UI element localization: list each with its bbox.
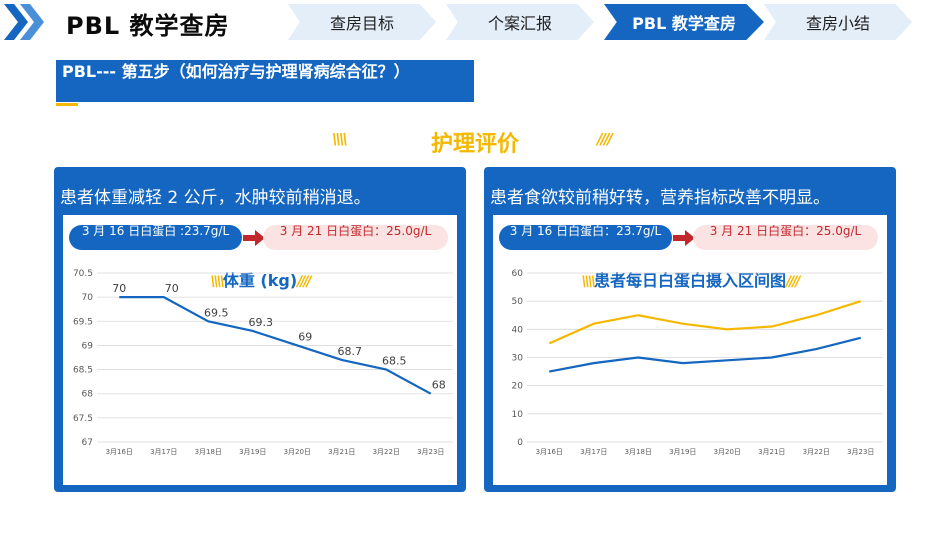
data-label: 68 (432, 379, 446, 392)
x-tick-label: 3月21日 (758, 448, 785, 456)
slash-decoration-right: //// (297, 274, 312, 290)
chart-title-text: 患者每日白蛋白摄入区间图 (593, 271, 786, 290)
header: PBL 教学查房 查房目标 个案汇报 PBL 教学查房 查房小结 (0, 0, 950, 44)
data-label: 70 (112, 282, 126, 295)
y-tick-label: 20 (512, 382, 524, 392)
card-heading: 患者食欲较前稍好转，营养指标改善不明显。 (490, 188, 830, 208)
x-tick-label: 3月22日 (373, 448, 400, 456)
x-tick-label: 3月19日 (669, 448, 696, 456)
x-tick-label: 3月20日 (284, 448, 311, 456)
tab-summary[interactable]: 查房小结 (764, 4, 912, 40)
card-body: 3 月 16 日白蛋白 :23.7g/L 3 月 21 日白蛋白：25.0g/L… (63, 215, 457, 485)
albumin-card: 患者食欲较前稍好转，营养指标改善不明显。 3 月 16 日白蛋白：23.7g/L… (484, 167, 896, 492)
slash-decoration-left: \\\\ (581, 274, 597, 290)
x-tick-label: 3月17日 (150, 448, 177, 456)
albumin-line-chart: 0 10 20 30 40 50 60 3月16日 3月17日 3月18日 3月19日 3月20日 3月… (512, 269, 883, 456)
y-tick-label: 69 (82, 341, 94, 351)
y-tick-label: 67.5 (73, 414, 93, 424)
y-tick-label: 50 (512, 297, 524, 307)
y-tick-label: 68 (82, 390, 94, 400)
x-tick-label: 3月18日 (625, 448, 652, 456)
page-title: PBL 教学查房 (66, 12, 230, 40)
chart-title: \\\\患者每日白蛋白摄入区间图//// (493, 267, 887, 291)
data-label: 68.7 (338, 345, 363, 358)
step-accent-bar (56, 103, 78, 106)
x-tick-label: 3月18日 (195, 448, 222, 456)
section-title: 护理评价 (430, 132, 519, 157)
data-label: 68.5 (382, 355, 407, 368)
data-label: 70 (165, 282, 179, 295)
x-tick-label: 3月19日 (239, 448, 266, 456)
y-tick-label: 67 (82, 438, 93, 448)
slash-decoration-right: //// (786, 274, 801, 290)
x-tick-label: 3月16日 (536, 448, 563, 456)
albumin-before-badge: 3 月 16 日白蛋白 :23.7g/L (69, 225, 242, 250)
chevron-logo-icon (4, 4, 44, 40)
x-tick-label: 3月20日 (714, 448, 741, 456)
data-label: 69.3 (249, 316, 274, 329)
y-tick-label: 40 (512, 325, 524, 335)
slash-decoration-left: \\\\ (332, 130, 348, 148)
weight-line-chart: 67 67.5 68 68.5 69 69.5 70 70.5 3月16日 3月17日 3月18日 3… (73, 269, 453, 456)
x-tick-label: 3月22日 (803, 448, 830, 456)
tab-goals[interactable]: 查房目标 (288, 4, 436, 40)
chart-title: \\\\体重 (kg)//// (63, 267, 457, 291)
card-heading: 患者体重减轻 2 公斤，水肿较前稍消退。 (60, 188, 371, 208)
x-tick-label: 3月23日 (847, 448, 874, 456)
y-tick-label: 70.5 (73, 269, 93, 279)
x-tick-label: 3月17日 (580, 448, 607, 456)
arrow-right-icon (673, 230, 695, 246)
albumin-after-badge: 3 月 21 日白蛋白：25.0g/L (693, 225, 878, 250)
weight-card: 患者体重减轻 2 公斤，水肿较前稍消退。 3 月 16 日白蛋白 :23.7g/… (54, 167, 466, 492)
y-tick-label: 0 (517, 438, 523, 448)
albumin-before-badge: 3 月 16 日白蛋白：23.7g/L (499, 225, 672, 250)
series-line-1 (549, 336, 862, 373)
x-tick-label: 3月21日 (328, 448, 355, 456)
series-line-0 (119, 296, 432, 395)
slash-decoration-right: //// (597, 130, 613, 148)
albumin-after-badge: 3 月 21 日白蛋白：25.0g/L (263, 225, 448, 250)
data-label: 69.5 (204, 306, 229, 319)
card-body: 3 月 16 日白蛋白：23.7g/L 3 月 21 日白蛋白：25.0g/L … (493, 215, 887, 485)
tab-pbl-rounds[interactable]: PBL 教学查房 (604, 4, 764, 40)
data-label: 69 (298, 330, 312, 343)
y-tick-label: 69.5 (73, 317, 93, 327)
y-tick-label: 10 (512, 410, 524, 420)
y-tick-label: 68.5 (73, 366, 93, 376)
chart-title-text: 体重 (kg) (222, 271, 298, 290)
y-tick-label: 60 (512, 269, 524, 279)
y-tick-label: 70 (82, 293, 94, 303)
tab-case-report[interactable]: 个案汇报 (446, 4, 594, 40)
x-tick-label: 3月23日 (417, 448, 444, 456)
slash-decoration-left: \\\\ (210, 274, 225, 290)
x-tick-label: 3月16日 (106, 448, 133, 456)
y-tick-label: 30 (512, 354, 524, 364)
series-line-0 (548, 300, 862, 345)
step-banner: PBL--- 第五步（如何治疗与护理肾病综合征？） (56, 60, 474, 102)
arrow-right-icon (243, 230, 265, 246)
